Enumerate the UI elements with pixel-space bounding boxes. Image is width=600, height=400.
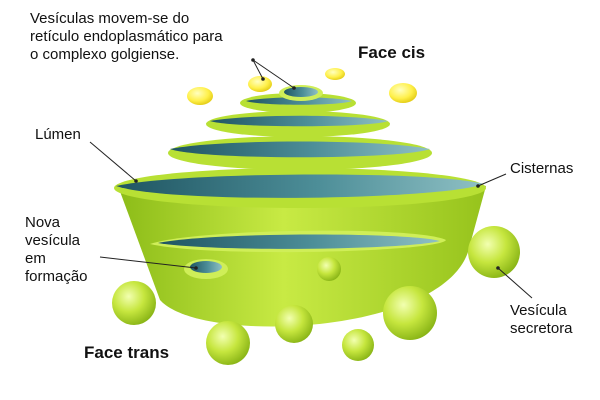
leader-endpoints xyxy=(134,58,500,270)
cisterna-4 xyxy=(114,168,486,208)
leader-secretory xyxy=(497,267,533,299)
secretory-vesicles xyxy=(112,226,520,365)
label-new-vesicle: Nova vesícula em formação xyxy=(25,214,88,285)
label-vesicle-transport: Vesículas movem-se do retículo endoplasm… xyxy=(30,10,223,63)
leader-transport-a xyxy=(252,59,264,80)
cisterna-1 xyxy=(240,93,356,113)
cisterna-3 xyxy=(168,136,432,170)
label-trans-face: Face trans xyxy=(84,343,170,362)
leader-transport-b xyxy=(252,59,295,89)
forming-vesicle xyxy=(184,259,228,279)
label-cis-face: Face cis xyxy=(358,43,426,62)
body-bulge-1 xyxy=(317,257,341,281)
cisterna-5 xyxy=(150,230,446,253)
transport-vesicles xyxy=(187,68,417,105)
leader-lumen xyxy=(89,141,137,182)
leader-cisternae xyxy=(477,173,507,187)
body-bulge-2 xyxy=(275,305,313,343)
cis-vesicle xyxy=(279,85,323,101)
leader-new-vesicle xyxy=(99,256,197,269)
cisterna-2 xyxy=(206,111,390,137)
label-lumen: Lúmen xyxy=(35,126,81,143)
leader-lines xyxy=(89,59,533,299)
label-secretory-vesicle: Vesícula secretora xyxy=(510,302,573,337)
label-cisternae: Cisternas xyxy=(510,160,574,177)
